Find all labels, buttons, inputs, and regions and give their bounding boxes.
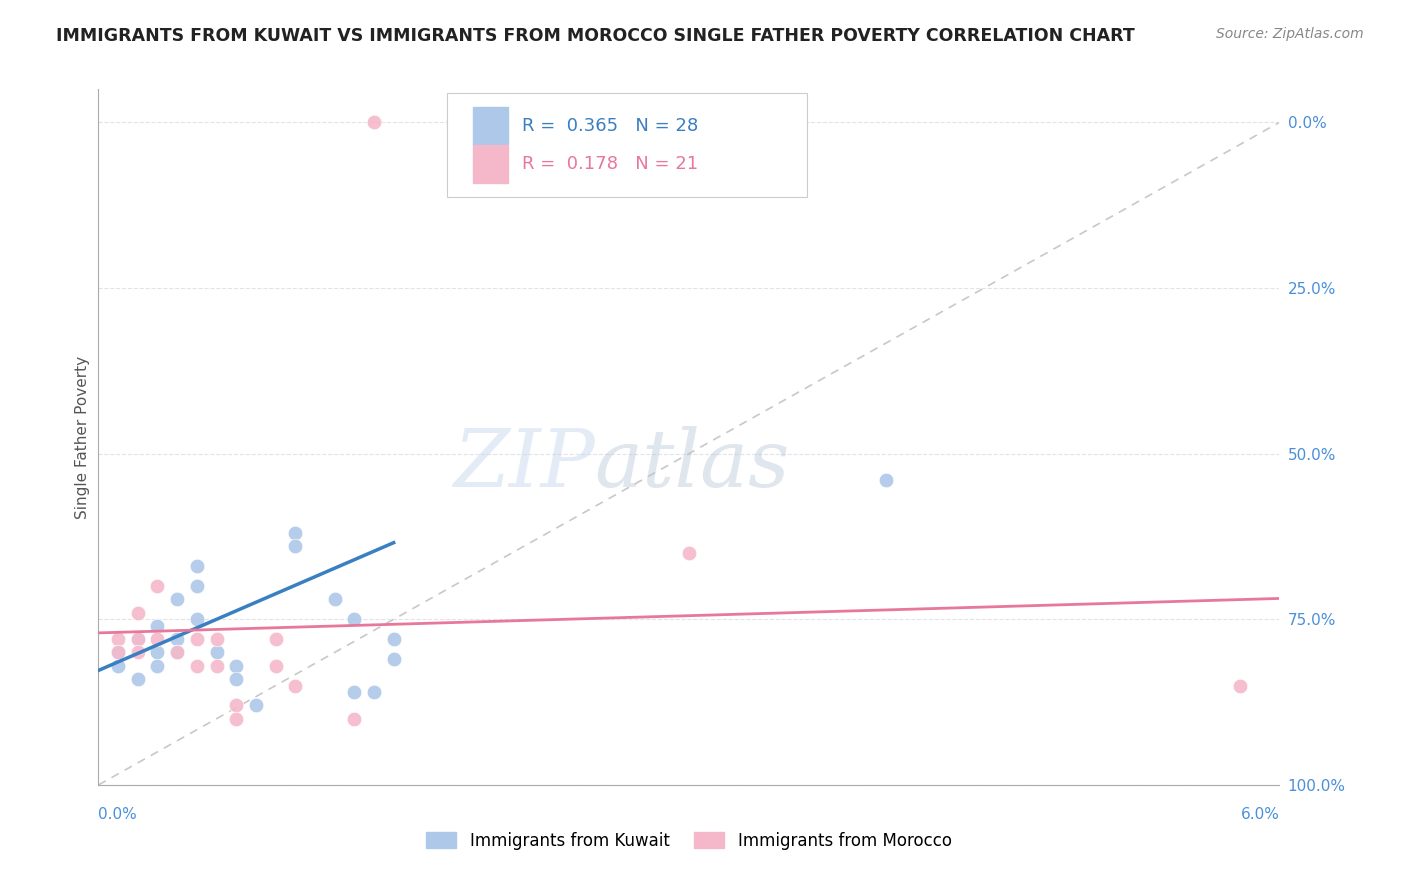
Point — [441, 115, 464, 129]
Point — [225, 712, 247, 726]
Point — [225, 698, 247, 713]
Text: 6.0%: 6.0% — [1240, 807, 1279, 822]
Text: atlas: atlas — [595, 426, 790, 504]
Point — [186, 658, 208, 673]
Point — [343, 612, 366, 626]
Text: 0.0%: 0.0% — [98, 807, 138, 822]
Text: R =  0.365   N = 28: R = 0.365 N = 28 — [523, 117, 699, 135]
Point — [343, 685, 366, 699]
Text: ZIP: ZIP — [453, 426, 595, 504]
Legend: Immigrants from Kuwait, Immigrants from Morocco: Immigrants from Kuwait, Immigrants from … — [419, 825, 959, 856]
FancyBboxPatch shape — [447, 93, 807, 197]
Point — [1229, 679, 1251, 693]
Point — [205, 658, 228, 673]
Point — [284, 679, 307, 693]
Point — [264, 658, 287, 673]
Point — [127, 632, 149, 647]
Point — [127, 645, 149, 659]
Point — [146, 619, 169, 633]
Point — [146, 658, 169, 673]
Point — [107, 658, 129, 673]
Point — [245, 698, 267, 713]
Point — [146, 579, 169, 593]
Point — [166, 645, 188, 659]
Point — [284, 540, 307, 554]
Point — [678, 546, 700, 560]
Point — [107, 645, 129, 659]
Point — [107, 632, 129, 647]
Point — [166, 592, 188, 607]
Point — [363, 115, 385, 129]
Point — [343, 712, 366, 726]
Point — [146, 632, 169, 647]
Text: R =  0.178   N = 21: R = 0.178 N = 21 — [523, 155, 699, 173]
Point — [127, 632, 149, 647]
Point — [225, 672, 247, 686]
Bar — [472, 107, 508, 145]
Point — [461, 115, 484, 129]
Bar — [472, 145, 508, 183]
Text: IMMIGRANTS FROM KUWAIT VS IMMIGRANTS FROM MOROCCO SINGLE FATHER POVERTY CORRELAT: IMMIGRANTS FROM KUWAIT VS IMMIGRANTS FRO… — [56, 27, 1135, 45]
Point — [127, 606, 149, 620]
Point — [166, 645, 188, 659]
Point — [205, 645, 228, 659]
Point — [225, 658, 247, 673]
Point — [363, 685, 385, 699]
Point — [127, 672, 149, 686]
Point — [186, 559, 208, 574]
Point — [166, 632, 188, 647]
Point — [186, 612, 208, 626]
Point — [382, 652, 405, 666]
Point — [284, 526, 307, 541]
Point — [264, 632, 287, 647]
Point — [186, 579, 208, 593]
Point — [875, 473, 897, 487]
Text: Source: ZipAtlas.com: Source: ZipAtlas.com — [1216, 27, 1364, 41]
Point — [186, 632, 208, 647]
Point — [205, 632, 228, 647]
Point — [107, 645, 129, 659]
Point — [382, 632, 405, 647]
Y-axis label: Single Father Poverty: Single Father Poverty — [75, 356, 90, 518]
Point — [146, 645, 169, 659]
Point — [323, 592, 346, 607]
